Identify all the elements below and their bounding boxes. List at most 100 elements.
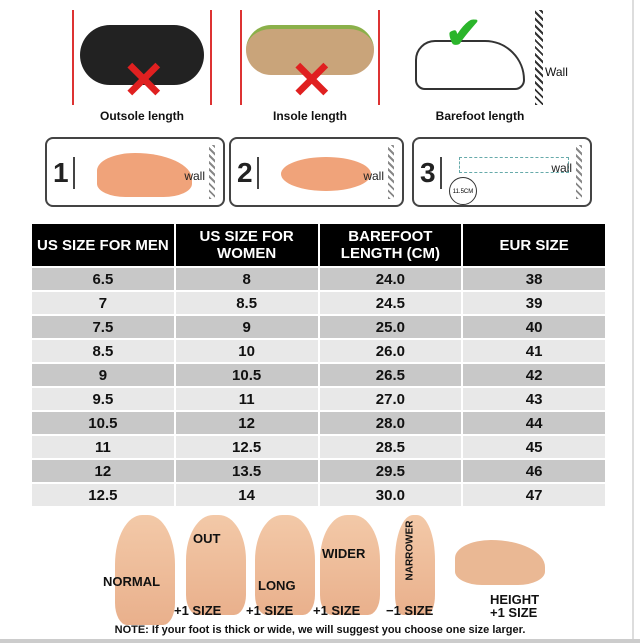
table-cell: 26.0 — [317, 338, 464, 364]
table-cell: 24.0 — [317, 266, 464, 292]
step-3: 3 11.5CM wall — [412, 137, 592, 207]
table-row: 7 8.5 24.5 39 — [30, 290, 607, 316]
table-cell: 12.5 — [30, 482, 176, 508]
foot-out-image — [186, 515, 246, 615]
table-cell: 24.5 — [317, 290, 464, 316]
outsole-caption: Outsole length — [100, 109, 184, 123]
table-cell: 46 — [461, 458, 607, 484]
size-table: US SIZE FOR MEN US SIZE FOR WOMEN BAREFO… — [30, 222, 607, 508]
table-cell: 7 — [30, 290, 176, 316]
right-border — [632, 0, 634, 643]
table-cell: 11 — [173, 386, 320, 412]
table-cell: 42 — [461, 362, 607, 388]
table-row: 8.5 10 26.0 41 — [30, 338, 607, 364]
header-barefoot-length: BAREFOOT LENGTH (CM) — [317, 222, 464, 268]
table-row: 11 12.5 28.5 45 — [30, 434, 607, 460]
table-cell: 9 — [173, 314, 320, 340]
table-row: 9.5 11 27.0 43 — [30, 386, 607, 412]
outsole-image — [80, 25, 204, 85]
foot-type-label: WIDER — [322, 546, 366, 561]
table-cell: 8.5 — [30, 338, 176, 364]
table-row: 6.5 8 24.0 38 — [30, 266, 607, 292]
table-cell: 7.5 — [30, 314, 176, 340]
barefoot-panel: ✔ Wall — [405, 9, 568, 105]
foot-type-label: NORMAL — [103, 574, 161, 589]
wall-icon — [535, 10, 543, 105]
table-cell: 40 — [461, 314, 607, 340]
x-icon: ✕ — [290, 52, 334, 110]
wall-label: Wall — [545, 65, 568, 79]
sizing-note: NOTE: If your foot is thick or wide, we … — [114, 624, 526, 636]
table-cell: 13.5 — [173, 458, 320, 484]
step-2: 2 wall — [229, 137, 404, 207]
table-cell: 11 — [30, 434, 176, 460]
table-cell: 39 — [461, 290, 607, 316]
size-adjust: −1 SIZE — [386, 603, 434, 618]
table-cell: 26.5 — [317, 362, 464, 388]
foot-type-label: HEIGHT — [490, 592, 540, 607]
table-cell: 43 — [461, 386, 607, 412]
table-cell: 25.0 — [317, 314, 464, 340]
table-cell: 9 — [30, 362, 176, 388]
foot-side-image — [97, 153, 192, 197]
table-row: 12.5 14 30.0 47 — [30, 482, 607, 508]
size-adjust: +1 SIZE — [246, 603, 294, 618]
foot-long-image — [255, 515, 315, 615]
wall-label: wall — [363, 169, 384, 183]
header-eur: EUR SIZE — [461, 222, 607, 268]
table-cell: 38 — [461, 266, 607, 292]
table-cell: 28.5 — [317, 434, 464, 460]
insole-caption: Insole length — [272, 109, 347, 123]
outsole-panel: ✕ — [72, 10, 212, 110]
foot-type-label: OUT — [193, 531, 221, 546]
table-cell: 12 — [30, 458, 176, 484]
table-cell: 30.0 — [317, 482, 464, 508]
checkmark-icon: ✔ — [445, 9, 482, 58]
table-cell: 6.5 — [30, 266, 176, 292]
table-cell: 8 — [173, 266, 320, 292]
step-1: 1 wall — [45, 137, 225, 207]
table-row: 7.5 9 25.0 40 — [30, 314, 607, 340]
table-row: 9 10.5 26.5 42 — [30, 362, 607, 388]
header-us-men: US SIZE FOR MEN — [30, 222, 176, 268]
wall-label: wall — [551, 161, 572, 175]
table-header-row: US SIZE FOR MEN US SIZE FOR WOMEN BAREFO… — [30, 222, 607, 268]
table-cell: 27.0 — [317, 386, 464, 412]
step-number: 3 — [420, 157, 442, 189]
size-adjust: +1 SIZE — [490, 605, 538, 620]
foot-type-label: LONG — [258, 578, 296, 593]
table-cell: 28.0 — [317, 410, 464, 436]
step-number: 1 — [53, 157, 75, 189]
table-cell: 45 — [461, 434, 607, 460]
table-cell: 29.5 — [317, 458, 464, 484]
table-cell: 10.5 — [173, 362, 320, 388]
table-row: 10.5 12 28.0 44 — [30, 410, 607, 436]
step-number: 2 — [237, 157, 259, 189]
table-row: 12 13.5 29.5 46 — [30, 458, 607, 484]
foot-normal-image — [115, 515, 175, 625]
table-cell: 9.5 — [30, 386, 176, 412]
foot-height-image — [455, 540, 545, 585]
foot-narrower-image — [395, 515, 435, 615]
x-icon: ✕ — [122, 52, 166, 110]
table-cell: 14 — [173, 482, 320, 508]
table-cell: 10 — [173, 338, 320, 364]
foot-wider-image — [320, 515, 380, 615]
barefoot-caption: Barefoot length — [435, 109, 525, 123]
measurement-badge: 11.5CM — [449, 177, 477, 205]
table-cell: 44 — [461, 410, 607, 436]
size-adjust: +1 SIZE — [313, 603, 361, 618]
table-cell: 12.5 — [173, 434, 320, 460]
wall-label: wall — [184, 169, 205, 183]
measure-line — [459, 157, 569, 173]
table-cell: 12 — [173, 410, 320, 436]
foot-top-image — [281, 157, 371, 191]
table-cell: 8.5 — [173, 290, 320, 316]
size-adjust: +1 SIZE — [174, 603, 222, 618]
insole-image — [246, 25, 374, 75]
header-us-women: US SIZE FOR WOMEN — [173, 222, 320, 268]
insole-panel: ✕ — [240, 10, 380, 110]
bottom-border — [0, 639, 640, 643]
table-cell: 41 — [461, 338, 607, 364]
foot-type-label: NARROWER — [404, 520, 416, 581]
